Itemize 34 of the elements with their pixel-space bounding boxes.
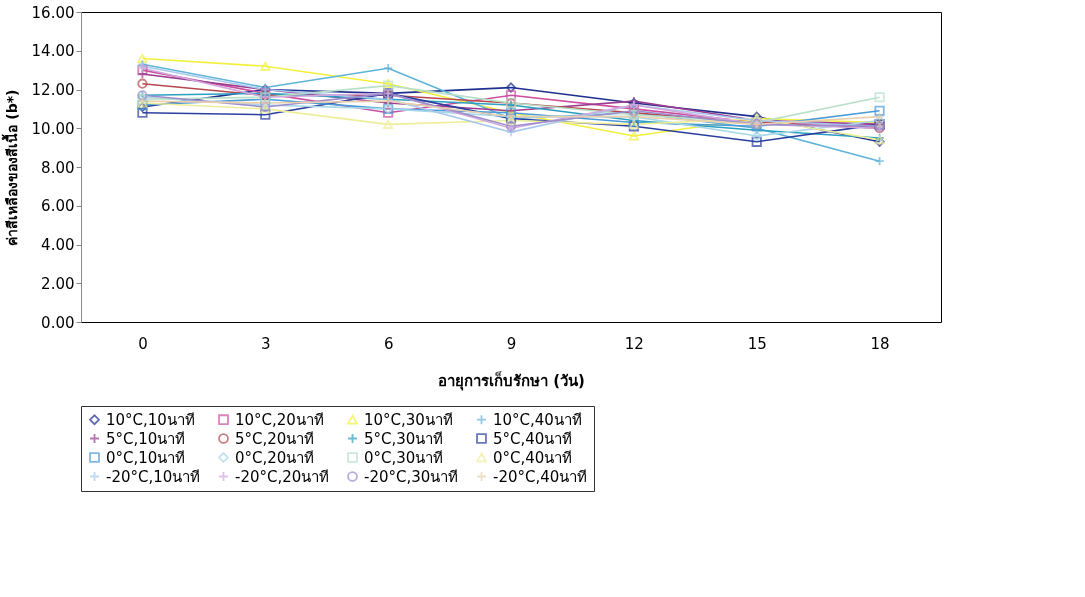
legend-label: 5°C,30นาที [364,429,444,448]
legend-label: -20°C,30นาที [364,467,459,486]
legend-label: 10°C,20นาที [235,410,324,429]
x-tick-label: 9 [506,334,517,353]
x-tick-label: 6 [383,334,394,353]
x-tick-label: 3 [261,334,271,353]
y-tick-label: 16.00 [31,3,75,22]
y-tick-label: 12.00 [31,81,75,99]
legend-label: 10°C,30นาที [364,410,453,429]
legend-label: 5°C,20นาที [235,429,315,448]
legend-label: 5°C,10นาที [106,429,186,448]
legend-label: 0°C,30นาที [364,448,444,467]
x-tick-label: 15 [747,334,767,353]
legend-label: 10°C,40นาที [493,410,582,429]
legend-label: 0°C,10นาที [106,448,186,467]
legend-label: 10°C,10นาที [106,410,195,429]
y-tick-label: 0.00 [41,313,75,332]
x-tick-label: 0 [138,334,148,353]
legend-label: 5°C,40นาที [493,429,573,448]
x-tick-label: 12 [624,334,644,353]
legend-label: -20°C,40นาที [493,467,588,486]
y-axis-title: ค่าสีเหลืองของสีเนื้อ (b*) [0,89,20,246]
legend-label: -20°C,10นาที [106,467,201,486]
y-tick-label: 8.00 [41,158,75,177]
legend-label: 0°C,20นาที [235,448,315,467]
legend-label: 0°C,40นาที [493,448,573,467]
legend-label: -20°C,20นาที [235,467,330,486]
y-tick-label: 2.00 [41,274,75,293]
y-tick-label: 14.00 [31,42,75,61]
x-axis-title: อายุการเก็บรักษา (วัน) [438,370,585,391]
y-tick-label: 10.00 [31,119,75,138]
x-tick-label: 18 [870,334,890,353]
y-tick-label: 4.00 [41,236,75,254]
y-tick-label: 6.00 [41,197,75,216]
